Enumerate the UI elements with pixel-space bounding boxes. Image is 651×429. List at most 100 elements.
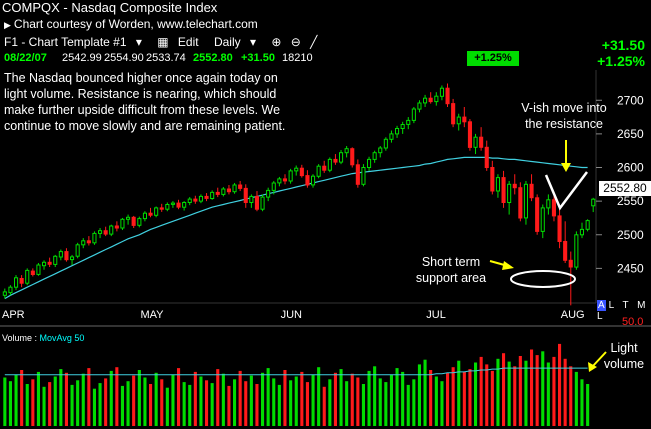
candle-body [462,116,467,123]
volume-bar [3,377,7,426]
period-dropdown[interactable]: Daily ▾ [213,35,256,49]
candle-body [523,183,529,219]
zoom-in-icon[interactable]: ⊕ [271,35,282,49]
candle-body [467,121,472,148]
candle-body [383,138,388,149]
candle-body [260,196,265,210]
candle-body [288,170,293,182]
volume-bar [14,374,18,426]
candle-body [395,128,400,135]
volume-bar [345,381,349,426]
candle-body [36,264,41,275]
courtesy-text: Chart courtesy of Worden, www.telechart.… [13,17,258,31]
candle-body [495,177,500,192]
expand-triangle-icon[interactable]: ▶ [4,20,11,30]
candle-body [103,230,108,235]
volume-bar [300,371,304,426]
price-tick-label: 2450 [617,261,644,275]
volume-bar [367,370,371,426]
date-tick-label: JUL [426,309,446,321]
candle-body [327,158,332,171]
volume-bar [160,379,164,426]
candle-body [540,207,545,232]
candle-body [406,119,411,125]
candle-body [557,215,562,242]
price-tick-label: 2650 [617,127,644,141]
candle-body [53,255,58,265]
volume-bar [339,369,343,426]
candle-body [114,225,119,229]
volume-bar [305,382,309,426]
volume-bar [70,384,74,426]
draw-line-icon[interactable]: ╱ [310,35,318,49]
edit-button[interactable]: ▦ Edit [157,35,199,49]
candle-body [282,178,287,182]
volume-bar [462,371,466,426]
volume-bar [98,383,102,426]
volume-bar [294,376,298,426]
zoom-out-icon[interactable]: ⊖ [290,35,301,49]
candle-body [70,256,75,261]
candle-body [238,184,243,189]
candle-body [355,164,360,185]
timeframe-a[interactable]: A [597,300,606,311]
volume-bar [193,371,197,426]
candle-body [277,178,282,184]
volume-bar [31,379,35,426]
volume-bar [406,384,410,426]
volume-bar [395,368,399,426]
price-tick-label: 2600 [617,161,644,175]
volume-bar [490,370,494,426]
candle-body [64,251,69,261]
candle-body [8,286,13,294]
volume-bar [446,372,450,426]
volume-bar [8,381,12,426]
candle-body [451,103,456,125]
volume-bar [417,364,421,426]
candle-body [271,182,276,191]
quote-low: 2533.74 [146,52,186,64]
chevron-down-icon: ▾ [135,35,142,49]
candle-body [165,204,170,210]
timeframe-rest[interactable]: L T M L [597,300,649,322]
volume-bar [496,358,500,426]
volume-bar [115,367,119,426]
quote-date: 08/22/07 [4,52,47,64]
volume-bar [272,378,276,426]
edit-grip-icon: ▦ [157,35,169,49]
candle-body [148,212,153,216]
volume-bar [289,380,293,426]
commentary-text: The Nasdaq bounced higher once again tod… [4,71,286,133]
volume-bar [384,382,388,426]
date-tick-label: JUN [281,309,302,321]
candle-body [378,147,383,154]
v-shape-drawing [544,171,588,211]
volume-bar [401,371,405,426]
volume-bar [530,349,534,426]
volume-bar [518,356,522,426]
date-tick-label: MAY [141,309,165,321]
volume-bar [586,384,590,426]
volume-bar [580,379,584,426]
template-dropdown[interactable]: F1 - Chart Template #1 ▾ [4,35,142,49]
volume-bar [261,372,265,426]
candle-body [367,158,372,168]
volume-bar [126,381,130,426]
candle-body [221,188,226,195]
volume-bar [109,370,113,426]
quote-high: 2554.90 [104,52,144,64]
candle-body [411,108,416,121]
volume-pane-label: Volume : MovAvg 50 [2,333,85,343]
candle-body [42,261,47,267]
price-tick-label: 2550 [617,194,644,208]
candle-body [439,87,444,97]
volume-bar [143,377,147,426]
volume-bar [137,370,141,426]
chart-toolbar: F1 - Chart Template #1 ▾ ▦ Edit Daily ▾ … [4,35,323,49]
volume-bar [423,359,427,426]
candle-body [507,183,512,204]
candle-body [232,184,237,193]
volume-bar [154,372,158,426]
